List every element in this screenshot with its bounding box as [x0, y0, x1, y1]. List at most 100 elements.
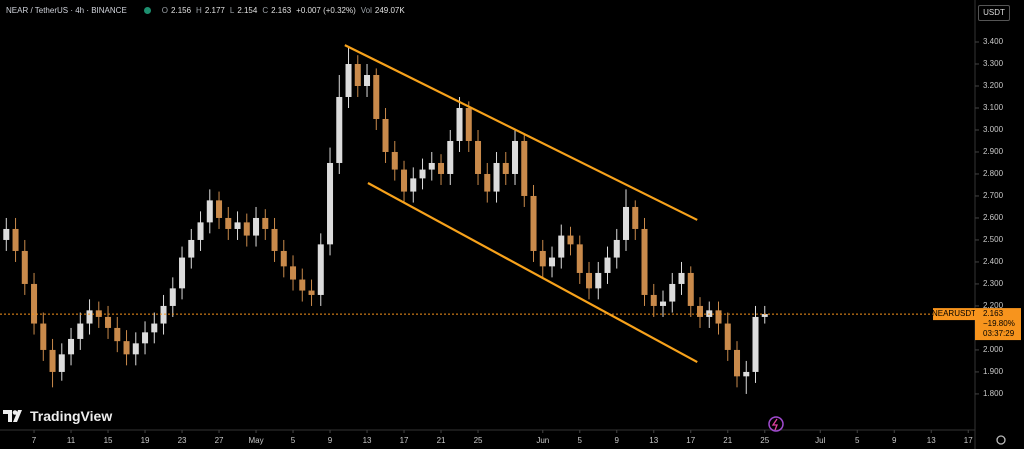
- candle-body: [484, 173, 491, 192]
- x-tick-label: 13: [363, 436, 372, 445]
- candle-body: [142, 332, 149, 344]
- logo-text: TradingView: [30, 408, 113, 424]
- candle-body: [290, 266, 297, 280]
- candle-body: [317, 244, 324, 295]
- change: +0.007 (+0.32%): [296, 6, 356, 15]
- ohlc-value: 2.163: [271, 6, 292, 15]
- candle-body: [373, 75, 380, 119]
- candle-body: [521, 140, 528, 196]
- candle-body: [234, 222, 241, 229]
- candle-body: [678, 272, 685, 284]
- candle-body: [299, 279, 306, 291]
- candle-body: [401, 169, 408, 192]
- candle-body: [595, 272, 602, 289]
- y-tick-label: 3.300: [983, 59, 1004, 68]
- candle-body: [169, 288, 176, 306]
- candle-body: [280, 250, 287, 267]
- x-tick-label: 9: [615, 436, 620, 445]
- y-tick-label: 2.300: [983, 279, 1004, 288]
- ohlc-key: C: [262, 6, 269, 15]
- price-tag-change: −19.80%: [983, 319, 1015, 328]
- y-tick-label: 2.900: [983, 147, 1004, 156]
- candle-body: [151, 323, 158, 333]
- x-tick-label: 5: [578, 436, 583, 445]
- x-tick-label: 23: [178, 436, 187, 445]
- candle-body: [327, 162, 334, 245]
- candle-body: [58, 354, 65, 372]
- candle-body: [243, 222, 250, 236]
- logo: TradingView: [3, 408, 112, 424]
- x-tick-label: 19: [141, 436, 150, 445]
- x-tick-label: 13: [649, 436, 658, 445]
- symbol-tag-text: NEARUSDT: [932, 309, 976, 318]
- candle-body: [336, 96, 343, 163]
- price-tag-countdown: 03:37:29: [983, 329, 1015, 338]
- y-tick-label: 3.200: [983, 81, 1004, 90]
- candle-body: [465, 107, 472, 141]
- x-tick-label: 17: [686, 436, 695, 445]
- candle-body: [382, 118, 389, 152]
- event-icon[interactable]: [768, 416, 784, 432]
- x-tick-label: 25: [474, 436, 483, 445]
- candle-body: [530, 195, 537, 251]
- price-tag-value: 2.163: [983, 309, 1004, 318]
- y-tick-label: 1.900: [983, 367, 1004, 376]
- y-tick-label: 2.200: [983, 301, 1004, 310]
- candle-body: [697, 305, 704, 317]
- y-tick-label: 2.500: [983, 235, 1004, 244]
- x-tick-label: 9: [892, 436, 897, 445]
- candle-body: [669, 283, 676, 302]
- trend-line: [344, 44, 698, 221]
- volume-value: 249.07K: [374, 6, 405, 15]
- candle-body: [132, 343, 139, 355]
- candle-body: [345, 64, 352, 97]
- ohlc-value: 2.154: [237, 6, 258, 15]
- candle-body: [308, 290, 315, 295]
- candle-body: [586, 272, 593, 289]
- candle-body: [660, 301, 667, 306]
- settings-icon[interactable]: [996, 435, 1006, 445]
- currency-button[interactable]: USDT: [978, 5, 1010, 21]
- x-tick-label: Jun: [536, 436, 549, 445]
- y-tick-label: 3.000: [983, 125, 1004, 134]
- y-tick-label: 3.100: [983, 103, 1004, 112]
- x-tick-label: 25: [760, 436, 769, 445]
- x-tick-label: 17: [964, 436, 973, 445]
- x-tick-label: 27: [215, 436, 224, 445]
- candle-body: [549, 257, 556, 267]
- volume-key: Vol: [360, 6, 372, 15]
- candle-body: [724, 323, 731, 350]
- candle-body: [253, 217, 260, 236]
- y-tick-label: 2.700: [983, 191, 1004, 200]
- y-tick-label: 2.800: [983, 169, 1004, 178]
- candle-body: [31, 283, 38, 324]
- candle-body: [576, 244, 583, 273]
- candle-body: [3, 228, 10, 240]
- candle-body: [86, 310, 93, 324]
- x-tick-label: 7: [32, 436, 37, 445]
- market-status: [143, 7, 151, 14]
- candle-body: [558, 235, 565, 258]
- symbol-tag: [933, 308, 975, 321]
- logo-mark: [3, 410, 22, 422]
- y-tick-label: 3.400: [983, 37, 1004, 46]
- candle-body: [475, 140, 482, 174]
- candle-body: [641, 228, 648, 295]
- x-tick-label: 9: [328, 436, 333, 445]
- x-tick-label: 5: [291, 436, 296, 445]
- candle-body: [493, 162, 500, 192]
- ohlc-key: H: [196, 6, 202, 15]
- candle-body: [604, 257, 611, 273]
- candle-body: [650, 294, 657, 306]
- candle-body: [428, 162, 435, 170]
- candle-body: [539, 250, 546, 267]
- candle-body: [364, 75, 371, 86]
- candle-body: [114, 327, 121, 342]
- candle-body: [77, 323, 84, 339]
- symbol-info[interactable]: NEAR / TetherUS · 4h · BINANCE: [6, 6, 127, 15]
- x-tick-label: Jul: [815, 436, 825, 445]
- candle-body: [68, 338, 75, 355]
- candle-body: [271, 228, 278, 251]
